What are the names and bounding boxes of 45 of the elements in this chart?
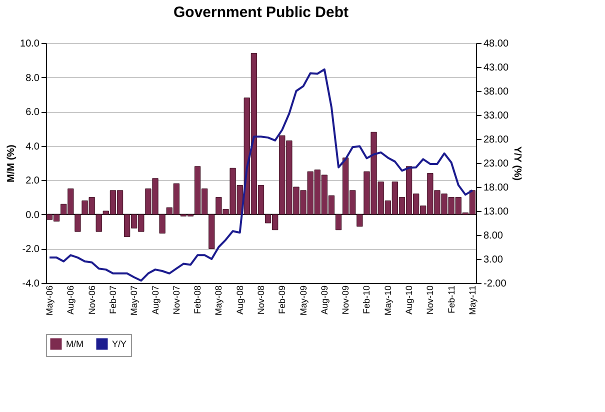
x-tick-label: Feb-09 <box>277 286 288 314</box>
y2-axis-title: Y/Y (%) <box>512 146 523 181</box>
x-tick-label: Aug-07 <box>150 286 160 315</box>
y2-tick-label: 18.00 <box>484 182 509 194</box>
x-tick-label: May-10 <box>382 286 393 316</box>
y2-tick-label: 8.00 <box>484 230 504 242</box>
y2-tick-label: -2.00 <box>484 278 507 290</box>
y-tick-label: -4.0 <box>22 278 40 290</box>
x-tick-label: Aug-10 <box>404 286 414 315</box>
x-tick-label: Feb-07 <box>108 286 118 314</box>
legend-label: Y/Y <box>112 339 127 349</box>
y2-tick-label: 23.00 <box>484 158 509 170</box>
y2-tick-label: 48.00 <box>484 38 509 50</box>
x-tick-label: May-08 <box>214 286 224 316</box>
x-tick-label: Aug-09 <box>319 286 330 315</box>
y-tick-label: 0.0 <box>26 210 40 221</box>
y-tick-label: 6.0 <box>26 107 40 118</box>
y-tick-label: -2.0 <box>22 244 40 256</box>
x-tick-label: May-11 <box>467 286 478 315</box>
y-tick-label: 10.0 <box>20 38 40 50</box>
y-axis-title: M/M (%) <box>6 144 18 182</box>
x-tick-label: Feb-10 <box>362 286 372 314</box>
y-tick-label: 2.0 <box>26 176 40 187</box>
legend-label: M/M <box>66 339 84 349</box>
chart-title: Government Public Debt <box>173 4 349 21</box>
y2-tick-label: 33.00 <box>484 110 509 122</box>
x-tick-label: Aug-06 <box>66 286 76 315</box>
x-tick-label: May-07 <box>129 286 140 316</box>
x-tick-label: Nov-06 <box>86 286 97 315</box>
y-tick-label: 8.0 <box>26 72 40 84</box>
x-tick-label: Nov-10 <box>425 286 436 315</box>
y2-tick-label: 3.00 <box>484 254 504 266</box>
x-tick-label: Nov-09 <box>340 286 351 315</box>
y2-tick-label: 38.00 <box>484 86 509 98</box>
y2-tick-label: 13.00 <box>484 206 509 218</box>
x-tick-label: May-09 <box>298 286 308 316</box>
y2-tick-label: 28.00 <box>484 134 509 146</box>
y2-tick-label: 43.00 <box>484 62 509 74</box>
x-tick-label: Nov-08 <box>256 286 266 315</box>
y-tick-label: 4.0 <box>26 141 40 152</box>
x-tick-label: Feb-11 <box>446 286 456 314</box>
x-tick-label: Nov-07 <box>171 286 182 315</box>
x-tick-label: Aug-08 <box>234 286 245 315</box>
x-tick-label: Feb-08 <box>192 286 203 314</box>
x-tick-label: May-06 <box>44 286 55 316</box>
